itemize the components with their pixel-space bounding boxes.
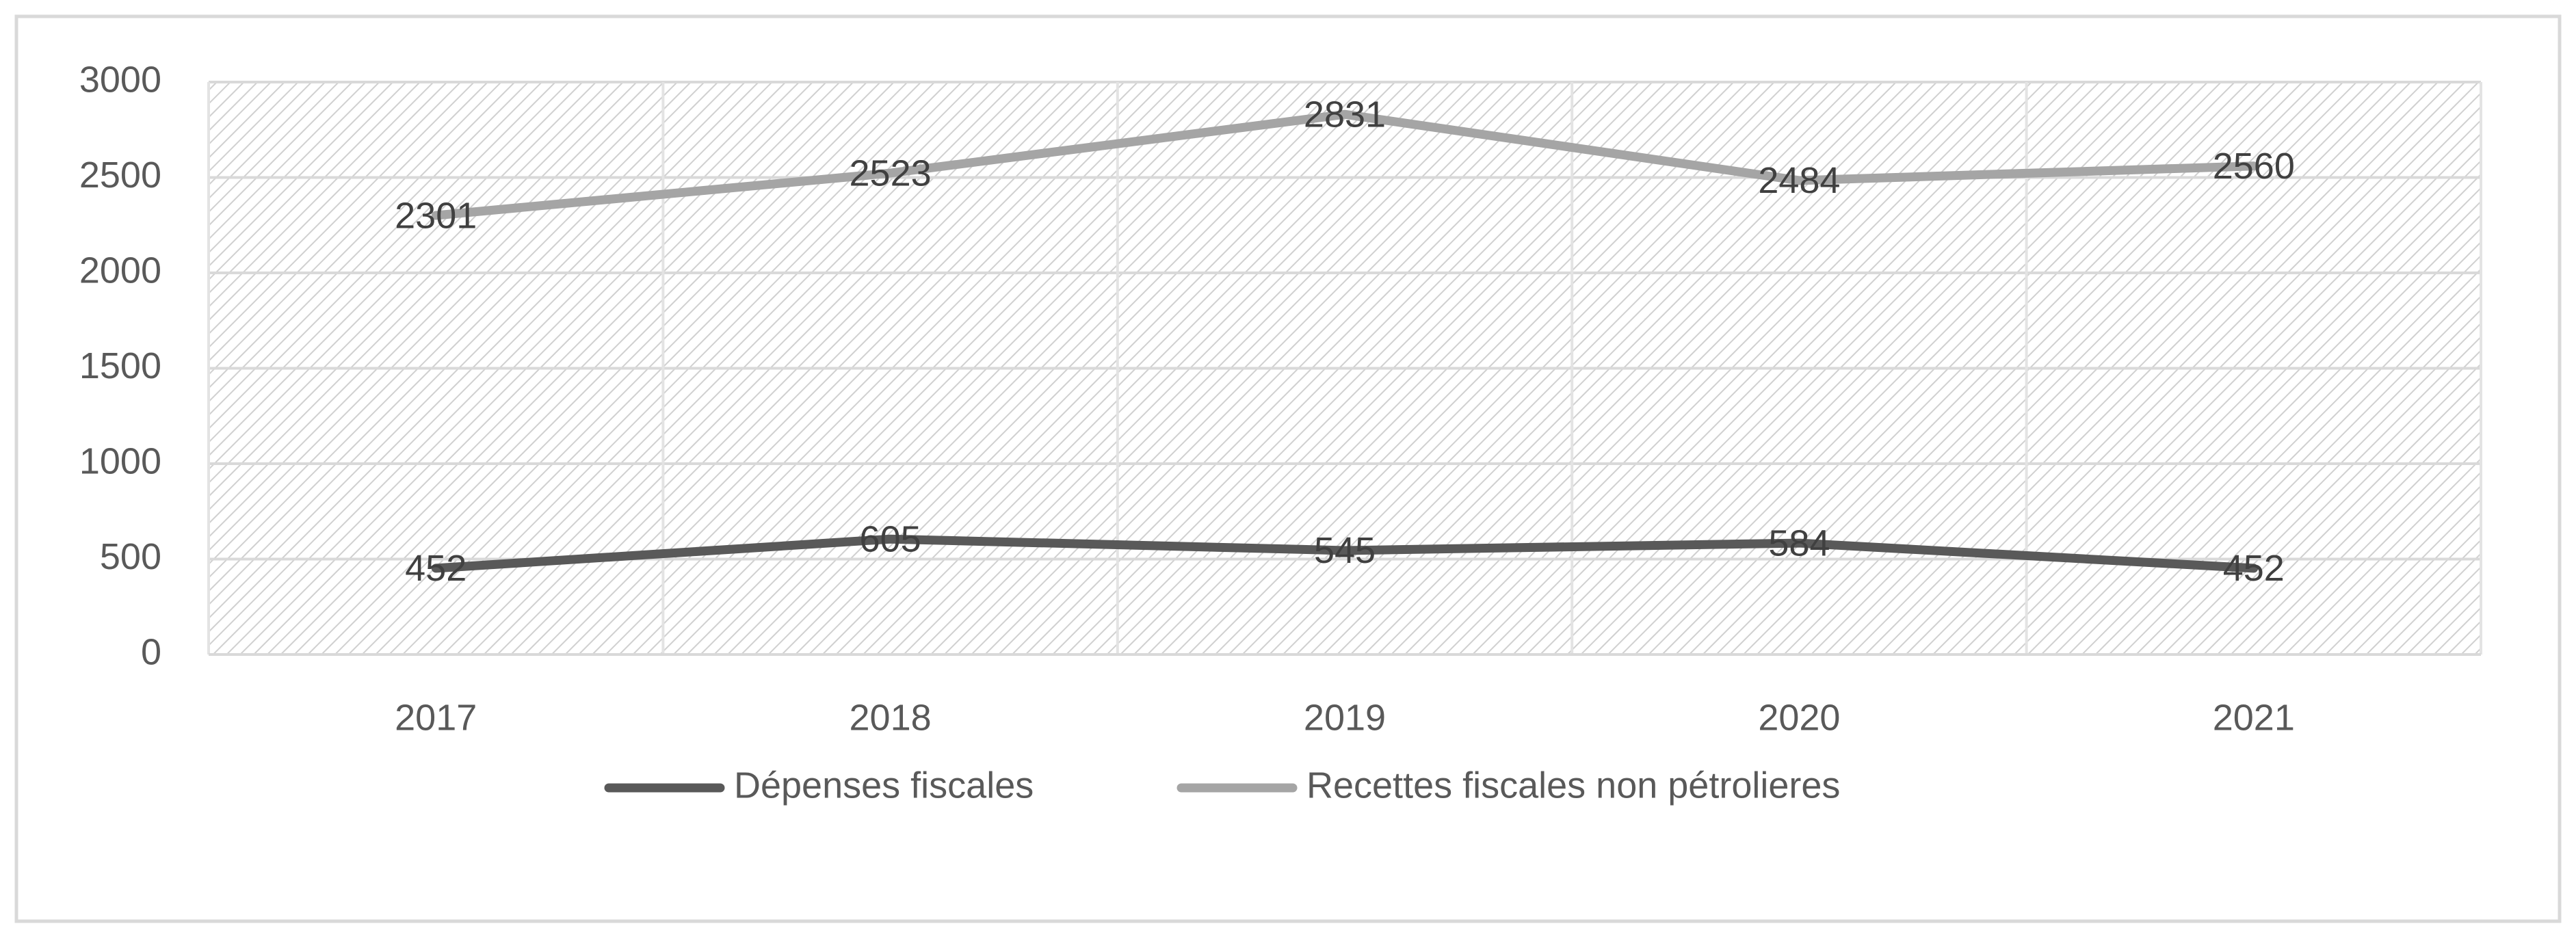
y-tick-label: 500 [100, 536, 161, 577]
x-tick-label: 2019 [1304, 697, 1386, 738]
legend-label: Recettes fiscales non pétrolieres [1306, 765, 1840, 806]
data-label: 2560 [2213, 146, 2295, 187]
y-tick-label: 2000 [79, 250, 161, 291]
data-label: 452 [2223, 548, 2285, 589]
y-tick-label: 1000 [79, 440, 161, 481]
data-label: 452 [405, 548, 466, 589]
x-tick-label: 2017 [395, 697, 477, 738]
x-tick-label: 2020 [1758, 697, 1840, 738]
series-line [431, 109, 2259, 220]
data-label: 605 [860, 518, 921, 559]
y-tick-label: 0 [141, 631, 161, 672]
data-label: 2301 [395, 195, 477, 236]
legend-label: Dépenses fiscales [734, 765, 1034, 806]
data-label: 584 [1768, 523, 1830, 564]
y-tick-label: 2500 [79, 155, 161, 196]
data-label: 2484 [1758, 160, 1840, 201]
series-line [431, 534, 2259, 573]
data-label: 2831 [1304, 94, 1386, 135]
data-label: 2523 [850, 153, 932, 194]
x-tick-label: 2021 [2213, 697, 2295, 738]
y-tick-label: 1500 [79, 345, 161, 386]
x-tick-label: 2018 [850, 697, 932, 738]
data-label: 545 [1314, 530, 1376, 571]
y-tick-label: 3000 [79, 59, 161, 100]
